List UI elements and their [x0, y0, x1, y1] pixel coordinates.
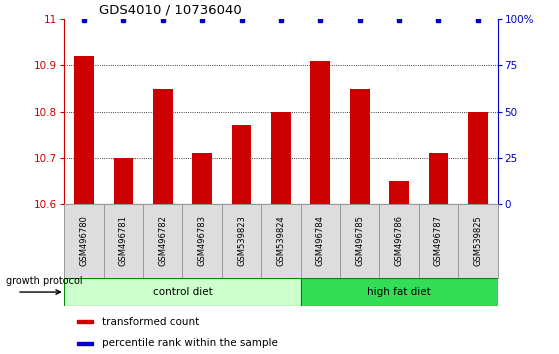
- FancyBboxPatch shape: [419, 204, 458, 278]
- Bar: [77, 320, 93, 323]
- Text: GSM496780: GSM496780: [79, 215, 88, 266]
- Text: GSM496787: GSM496787: [434, 215, 443, 266]
- Text: GSM496786: GSM496786: [395, 215, 404, 266]
- Bar: [153, 88, 173, 204]
- FancyBboxPatch shape: [64, 204, 103, 278]
- Text: GSM539823: GSM539823: [237, 215, 246, 266]
- Bar: [389, 181, 409, 204]
- Text: GSM496784: GSM496784: [316, 215, 325, 266]
- Text: GSM496785: GSM496785: [355, 215, 364, 266]
- FancyBboxPatch shape: [222, 204, 261, 278]
- Bar: [192, 153, 212, 204]
- Bar: [350, 88, 369, 204]
- FancyBboxPatch shape: [301, 278, 498, 306]
- Bar: [231, 125, 252, 204]
- Bar: [310, 61, 330, 204]
- FancyBboxPatch shape: [380, 204, 419, 278]
- Bar: [74, 56, 94, 204]
- Bar: [468, 112, 487, 204]
- Text: high fat diet: high fat diet: [367, 287, 431, 297]
- FancyBboxPatch shape: [261, 204, 301, 278]
- Text: control diet: control diet: [153, 287, 212, 297]
- FancyBboxPatch shape: [64, 278, 301, 306]
- Text: percentile rank within the sample: percentile rank within the sample: [102, 338, 277, 348]
- FancyBboxPatch shape: [458, 204, 498, 278]
- FancyBboxPatch shape: [182, 204, 222, 278]
- FancyBboxPatch shape: [143, 204, 182, 278]
- Bar: [429, 153, 448, 204]
- FancyBboxPatch shape: [301, 204, 340, 278]
- Bar: [77, 342, 93, 345]
- Text: transformed count: transformed count: [102, 316, 199, 326]
- Text: GSM496781: GSM496781: [119, 215, 128, 266]
- FancyBboxPatch shape: [340, 204, 380, 278]
- Text: GSM496783: GSM496783: [198, 215, 207, 266]
- Text: GSM539825: GSM539825: [473, 215, 482, 266]
- Text: GDS4010 / 10736040: GDS4010 / 10736040: [99, 3, 241, 16]
- Bar: [113, 158, 133, 204]
- Text: GSM496782: GSM496782: [158, 215, 167, 266]
- Text: growth protocol: growth protocol: [6, 276, 82, 286]
- Bar: [271, 112, 291, 204]
- FancyBboxPatch shape: [103, 204, 143, 278]
- Text: GSM539824: GSM539824: [276, 215, 286, 266]
